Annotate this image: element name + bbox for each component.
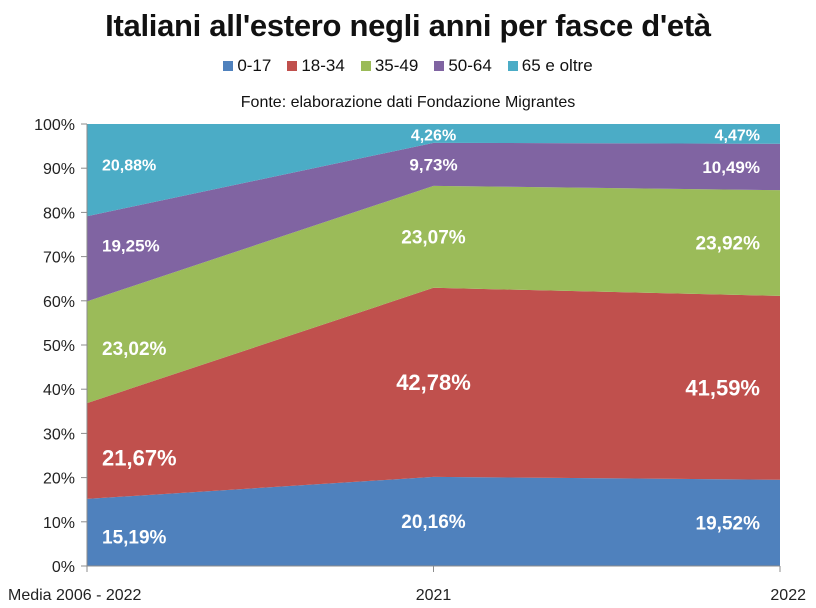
legend-swatch bbox=[223, 61, 234, 71]
data-label: 4,47% bbox=[715, 128, 760, 145]
legend-label: 65 e oltre bbox=[521, 56, 593, 75]
legend-label: 0-17 bbox=[237, 56, 272, 75]
y-tick-label: 20% bbox=[43, 471, 75, 488]
y-tick-label: 100% bbox=[34, 117, 75, 134]
data-label: 19,52% bbox=[696, 514, 761, 535]
legend-swatch bbox=[360, 61, 371, 71]
y-tick-label: 0% bbox=[52, 559, 75, 576]
data-label: 23,92% bbox=[696, 234, 761, 255]
x-tick-label: Media 2006 - 2022 bbox=[8, 587, 142, 604]
y-tick-label: 50% bbox=[43, 338, 75, 355]
x-tick-label: 2022 bbox=[770, 587, 806, 604]
legend-swatch bbox=[507, 61, 518, 71]
area-0-17 bbox=[87, 476, 780, 566]
area-35-49 bbox=[87, 185, 780, 404]
data-label: 20,88% bbox=[102, 158, 156, 175]
legend-swatch bbox=[287, 61, 298, 71]
legend-item: 35-49 bbox=[360, 56, 419, 76]
y-tick-label: 60% bbox=[43, 294, 75, 311]
y-tick-label: 90% bbox=[43, 161, 75, 178]
data-label: 15,19% bbox=[102, 527, 167, 548]
area-65-e-oltre bbox=[87, 124, 780, 217]
legend-item: 50-64 bbox=[434, 56, 492, 76]
chart-source: Fonte: elaborazione dati Fondazione Migr… bbox=[240, 94, 576, 111]
data-label: 9,73% bbox=[409, 155, 457, 174]
legend-item: 18-34 bbox=[287, 56, 345, 76]
y-tick-label: 40% bbox=[43, 382, 75, 399]
legend-swatch bbox=[434, 61, 445, 71]
area-18-34 bbox=[87, 287, 780, 499]
legend-item: 0-17 bbox=[223, 56, 271, 76]
data-label: 42,78% bbox=[396, 370, 471, 395]
legend-label: 35-49 bbox=[374, 56, 419, 75]
data-label: 23,07% bbox=[401, 227, 466, 248]
y-tick-label: 70% bbox=[43, 250, 75, 267]
legend: 0-17 18-34 35-49 50-64 65 e oltre bbox=[0, 56, 816, 76]
area-50-64 bbox=[87, 142, 780, 302]
y-tick-label: 80% bbox=[43, 205, 75, 222]
data-label: 23,02% bbox=[102, 339, 167, 360]
y-tick-label: 30% bbox=[43, 426, 75, 443]
legend-label: 18-34 bbox=[301, 56, 345, 75]
data-label: 19,25% bbox=[102, 237, 160, 256]
legend-label: 50-64 bbox=[448, 56, 492, 75]
data-label: 21,67% bbox=[102, 446, 177, 471]
legend-item: 65 e oltre bbox=[507, 56, 593, 76]
y-tick-label: 10% bbox=[43, 515, 75, 532]
x-tick-label: 2021 bbox=[416, 587, 452, 604]
data-label: 20,16% bbox=[401, 512, 466, 533]
chart-title: Italiani all'estero negli anni per fasce… bbox=[105, 8, 711, 43]
data-label: 41,59% bbox=[685, 376, 760, 401]
data-label: 10,49% bbox=[702, 158, 760, 177]
data-label: 4,26% bbox=[411, 128, 456, 145]
